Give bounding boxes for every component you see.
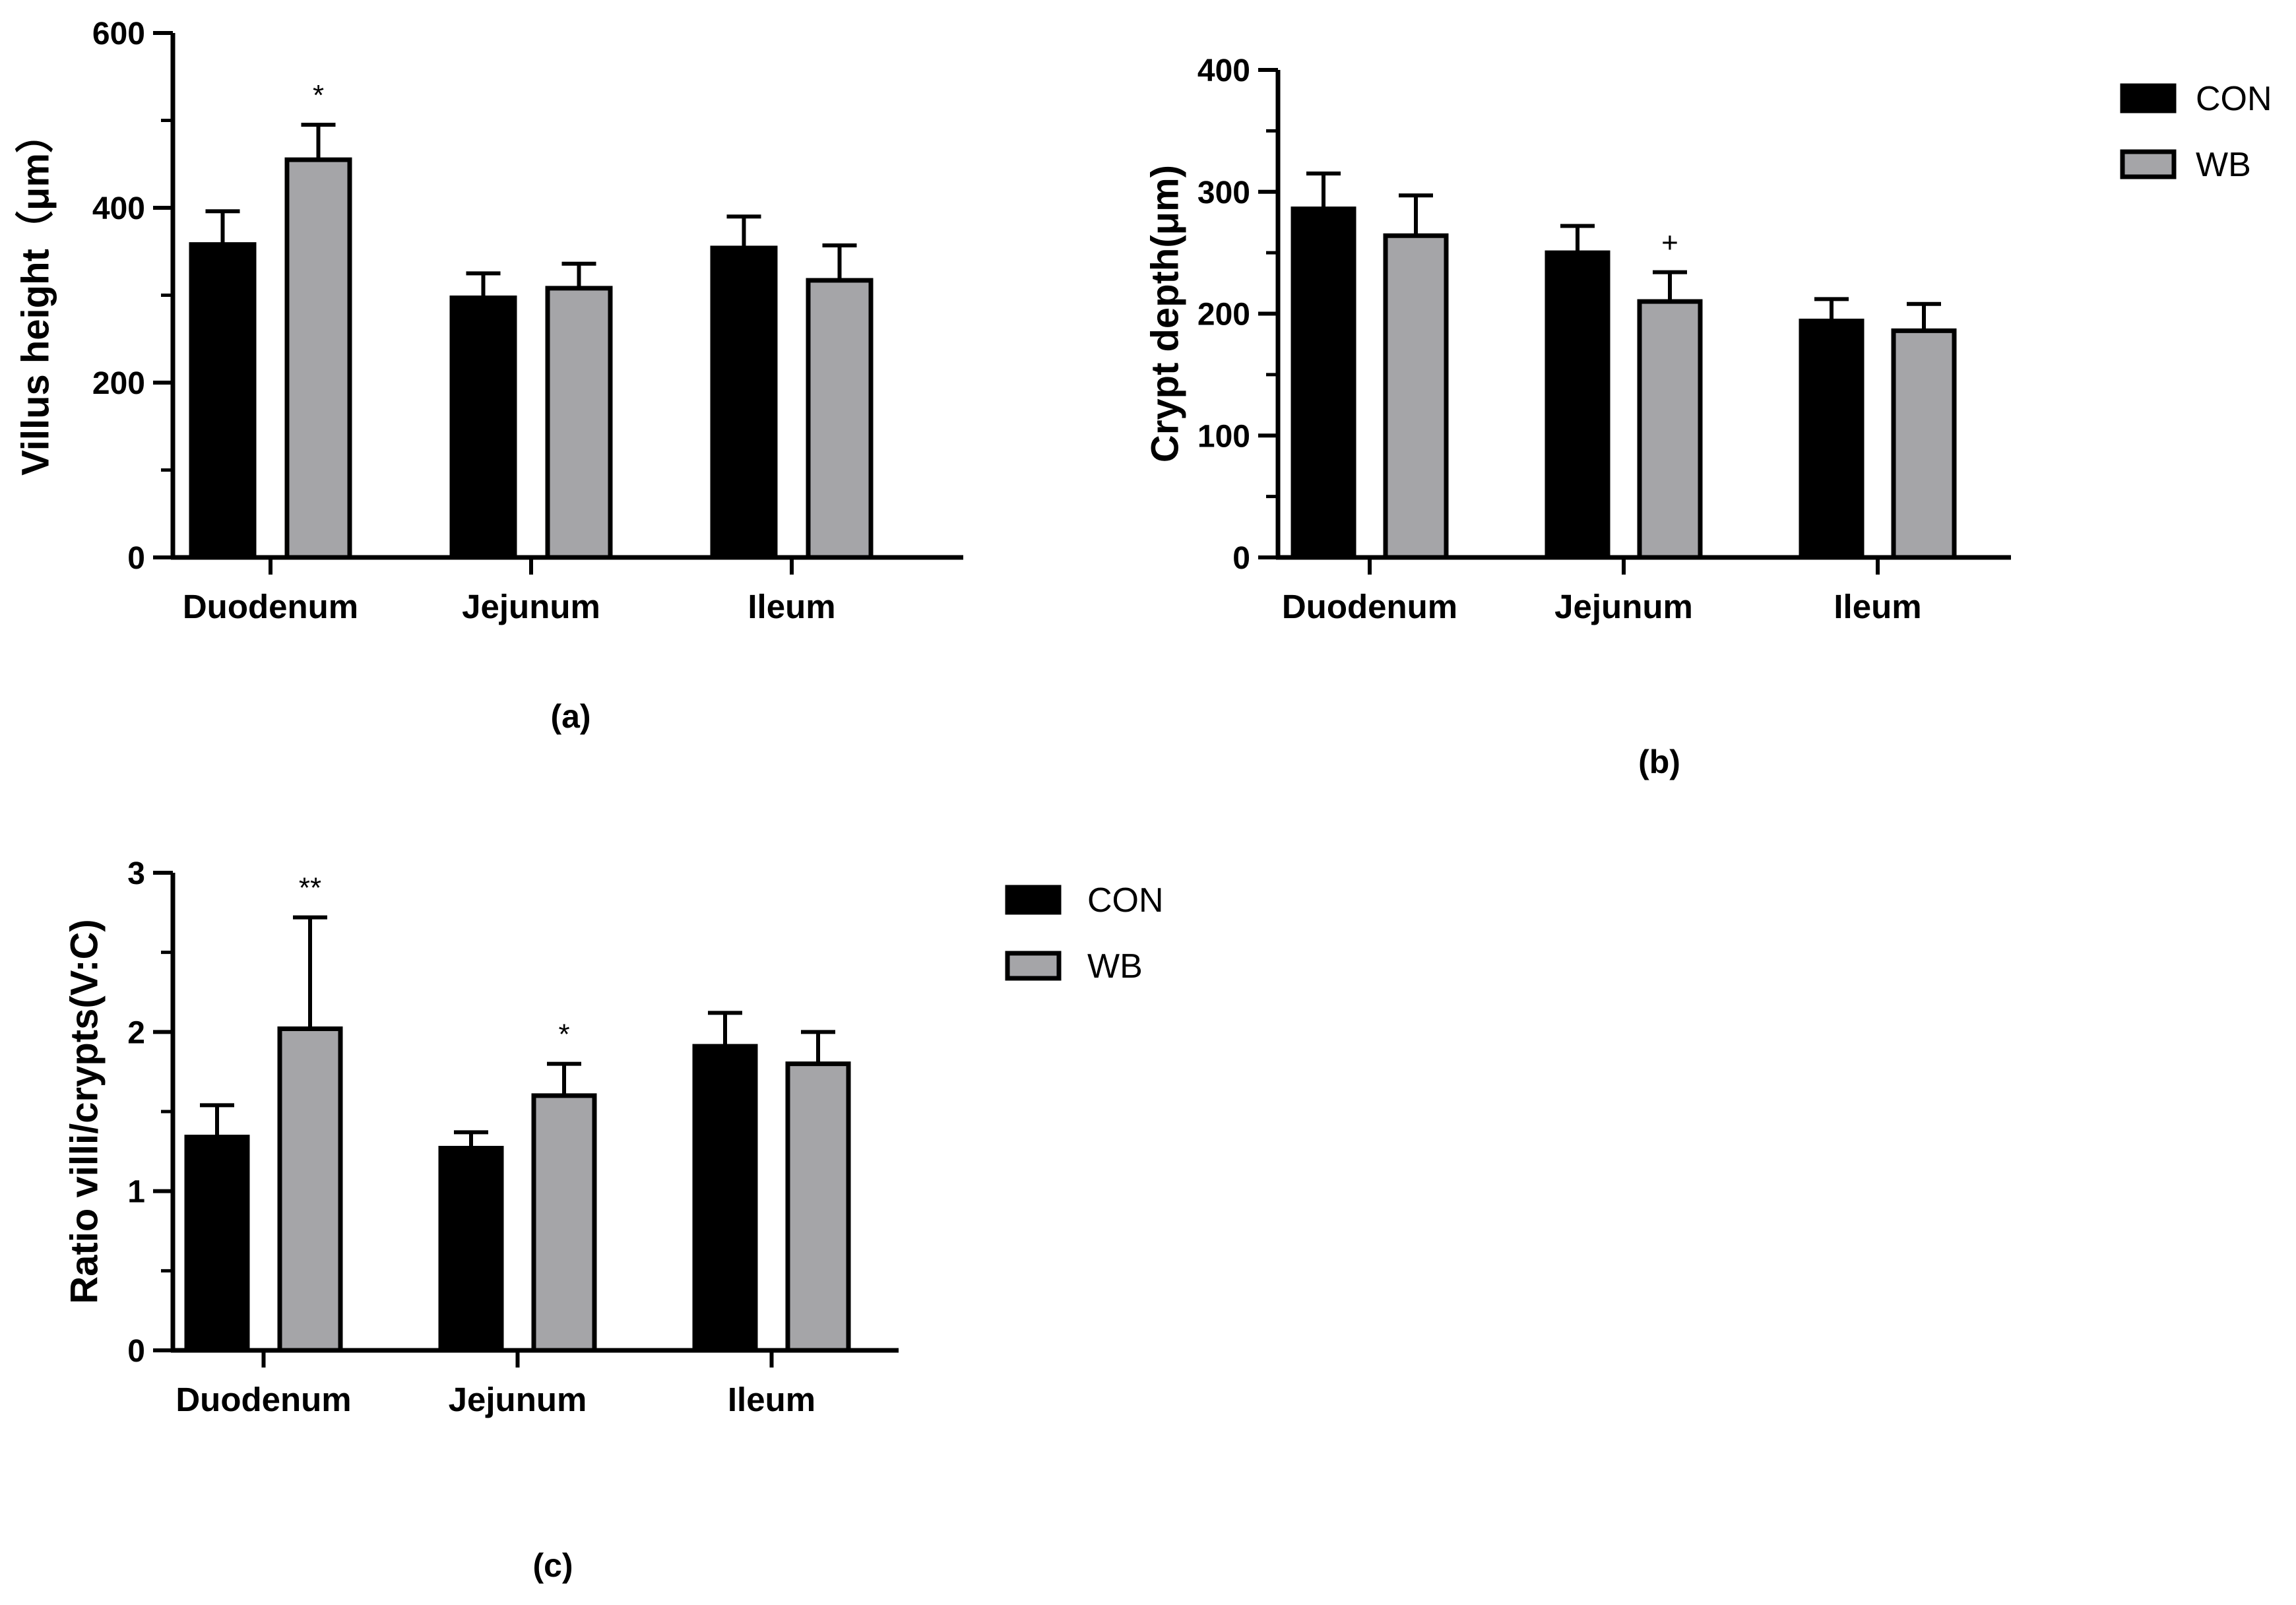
y-tick-label: 0 [1232, 541, 1250, 576]
bar-con [1799, 319, 1865, 560]
x-tick-label: Jejunum [1554, 588, 1693, 625]
x-tick-label: Jejunum [449, 1381, 587, 1418]
significance-marker: * [313, 79, 324, 111]
bar-wb [531, 1093, 597, 1353]
y-tick-label: 400 [92, 191, 145, 226]
y-tick-label: 200 [92, 366, 145, 401]
x-tick-label: Duodenum [175, 1381, 351, 1418]
y-tick-label: 100 [1197, 419, 1250, 454]
x-tick-label: Ileum [748, 588, 835, 625]
bar-wb [277, 1026, 343, 1353]
panel-label: (a) [550, 698, 590, 735]
y-axis-title: Ratio villi/crypts(V:C) [63, 919, 106, 1304]
panel-label: (c) [532, 1547, 573, 1584]
legend-bottom: CON WB [1005, 881, 1164, 986]
significance-marker: ** [299, 872, 321, 904]
bar-con [438, 1146, 504, 1353]
y-tick-label: 400 [1197, 53, 1250, 88]
x-tick-label: Duodenum [1282, 588, 1457, 625]
bar-con [1545, 250, 1610, 560]
bar-wb [785, 1061, 851, 1353]
legend-swatch-wb [2120, 149, 2177, 179]
y-tick-label: 2 [127, 1015, 145, 1050]
x-tick-label: Ileum [728, 1381, 815, 1418]
legend-top: CON WB [2120, 80, 2272, 184]
legend-swatch-con [1005, 885, 1062, 915]
panel-label: (b) [1638, 743, 1680, 780]
significance-marker: + [1661, 227, 1678, 259]
y-tick-label: 300 [1197, 175, 1250, 210]
bar-wb [1383, 233, 1449, 560]
x-tick-label: Duodenum [183, 588, 358, 625]
chart-panel-a: 0 200 400 600 Villus height（μm） * Duodenum Jeju… [14, 16, 963, 735]
y-tick-label: 200 [1197, 298, 1250, 332]
bar-con [710, 245, 778, 560]
y-axis-title: Crypt depth(μm) [1143, 165, 1186, 462]
legend-swatch-con [2120, 83, 2177, 113]
y-tick-label: 0 [127, 1334, 145, 1369]
x-tick-label: Jejunum [462, 588, 600, 625]
bar-wb [284, 157, 352, 560]
bar-wb [545, 286, 613, 560]
legend-swatch-wb [1005, 951, 1062, 981]
bar-wb [1637, 299, 1703, 560]
y-tick-label: 600 [92, 16, 145, 51]
y-axis-title: Villus height（μm） [14, 115, 57, 476]
legend-label: WB [1087, 947, 1143, 986]
bar-con [1291, 206, 1356, 560]
legend-label: CON [2196, 80, 2272, 118]
legend-label: WB [2196, 146, 2251, 184]
y-tick-label: 1 [127, 1175, 145, 1210]
chart-panel-b: 0 100 200 300 400 Crypt depth(μm) Duodenum + Jej… [1143, 53, 2011, 780]
legend-label: CON [1087, 881, 1164, 920]
bar-wb [1891, 328, 1957, 560]
bar-con [184, 1135, 250, 1353]
significance-marker: * [558, 1019, 569, 1051]
bar-con [449, 295, 517, 560]
bar-wb [806, 278, 874, 560]
bar-con [189, 242, 257, 560]
y-tick-label: 0 [127, 541, 145, 576]
chart-panel-c: 0 1 2 3 Ratio villi/crypts(V:C) ** Duodenum * Je… [63, 856, 899, 1584]
bar-con [692, 1044, 758, 1353]
y-tick-label: 3 [127, 856, 145, 891]
x-tick-label: Ileum [1834, 588, 1921, 625]
